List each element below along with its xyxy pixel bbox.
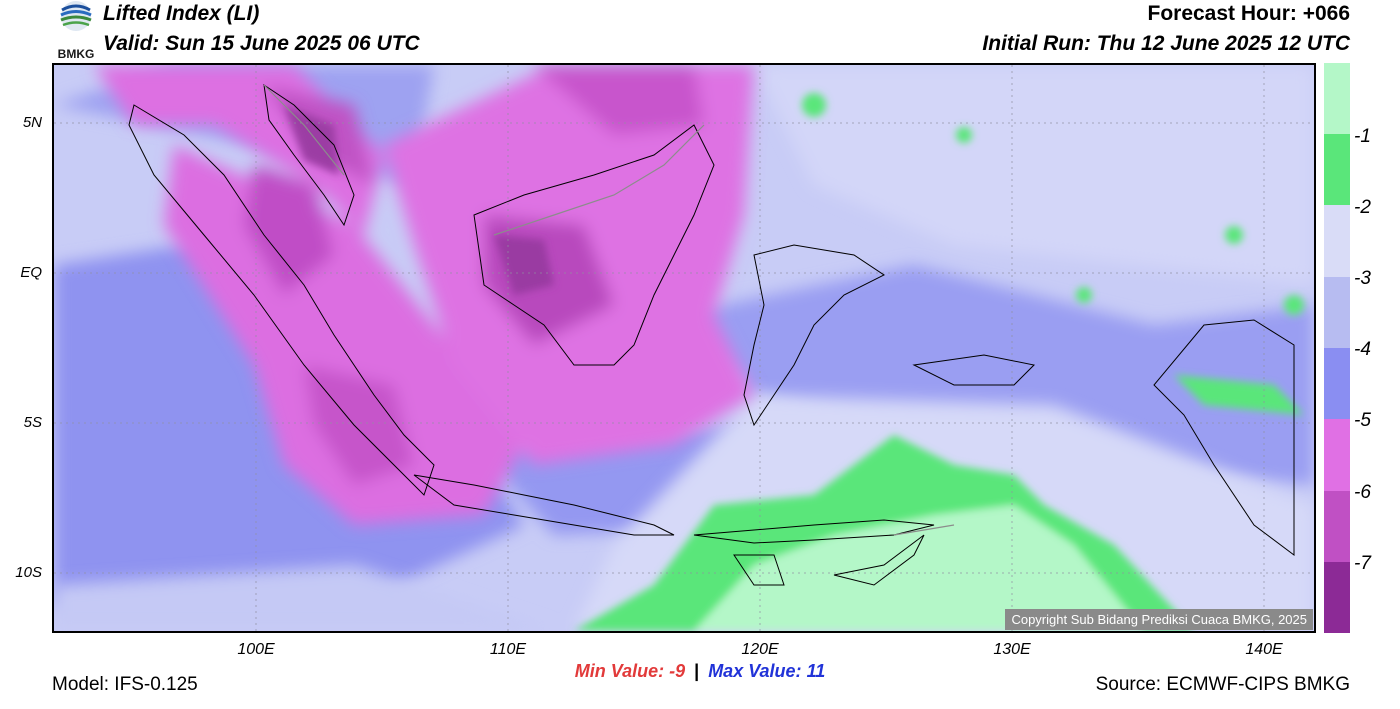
forecast-hour: Forecast Hour: +066 [1147,2,1351,25]
initial-run: Initial Run: Thu 12 June 2025 12 UTC [982,32,1350,55]
li-field-green [574,93,1304,631]
colorbar-segment [1324,205,1350,277]
lon-label: 100E [237,641,275,658]
max-value: 11 [806,661,826,681]
colorbar-label: -3 [1354,268,1371,289]
colorbar-label: -1 [1354,126,1371,147]
logo-text: BMKG [58,47,95,60]
lat-label: 10S [15,564,42,581]
colorbar-segment [1324,134,1350,205]
chart-title: Lifted Index (LI) [103,2,260,25]
colorbar-label: -6 [1354,482,1371,503]
lat-label: 5S [23,414,42,431]
lifted-index-map: Copyright Sub Bidang Prediksi Cuaca BMKG… [52,63,1316,633]
lon-label: 140E [1245,641,1283,658]
separator: | [694,661,700,681]
copyright-notice: Copyright Sub Bidang Prediksi Cuaca BMKG… [1005,609,1313,630]
min-max-values: Min Value: -9 | Max Value: 11 [0,661,1400,682]
lat-label: 5N [22,114,42,131]
colorbar-segment [1324,491,1350,562]
colorbar-segment [1324,63,1350,134]
lat-label: EQ [20,264,42,281]
valid-time: Valid: Sun 15 June 2025 06 UTC [103,32,420,55]
colorbar-label: -7 [1354,553,1371,574]
graticule [54,65,1314,631]
min-value: -9 [669,661,686,681]
borders [263,84,955,536]
source-label: Source: ECMWF-CIPS BMKG [1095,674,1350,695]
colorbar-segment [1324,348,1350,419]
min-label: Min Value: [574,661,665,681]
colorbar-label: -4 [1354,339,1371,360]
colorbar-label: -2 [1354,197,1371,218]
bmkg-logo: BMKG [52,0,100,61]
colorbar-segment [1324,562,1350,633]
lon-label: 110E [489,641,527,658]
coastlines [128,83,1295,586]
li-field-pink [94,65,754,525]
colorbar [1324,63,1350,633]
colorbar-segment [1324,277,1350,348]
colorbar-label: -5 [1354,410,1371,431]
lon-label: 130E [993,641,1031,658]
model-label: Model: IFS-0.125 [52,674,198,695]
lon-label: 120E [741,641,779,658]
max-label: Max Value: [708,661,802,681]
colorbar-segment [1324,419,1350,491]
